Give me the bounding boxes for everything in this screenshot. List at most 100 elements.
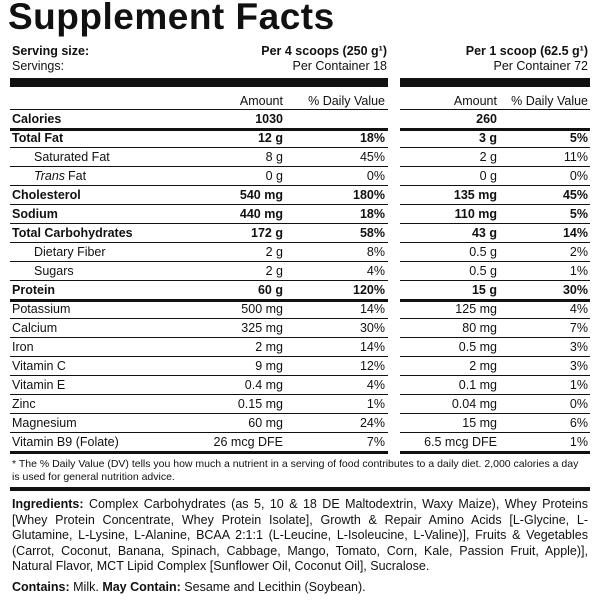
rule-thick: [10, 128, 388, 131]
row-label: Sodium: [12, 207, 58, 221]
daily-value: 5%: [569, 131, 588, 145]
amount: 12 g: [257, 131, 283, 145]
ingredients: Ingredients: Complex Carbohydrates (as 5…: [12, 497, 588, 575]
container-col-1: Per Container 18: [292, 59, 387, 73]
daily-value: 5%: [569, 207, 588, 221]
rule: [400, 109, 590, 110]
rule-thick: [10, 78, 388, 87]
amount-header: Amount: [239, 94, 283, 108]
daily-value: 14%: [359, 302, 385, 316]
row-label: Magnesium: [12, 416, 77, 430]
daily-value: 14%: [562, 226, 588, 240]
amount: 15 g: [471, 283, 497, 297]
row-label-text: Magnesium: [12, 416, 77, 430]
daily-value: 0%: [366, 169, 385, 183]
daily-value: 18%: [359, 207, 385, 221]
dv-header: % Daily Value: [511, 94, 588, 108]
row-label-italic: Trans: [34, 169, 66, 183]
rule: [10, 356, 388, 357]
rule: [10, 318, 388, 319]
amount: 43 g: [471, 226, 497, 240]
rule: [400, 204, 590, 205]
rule: [10, 166, 388, 167]
amount: 26 mcg DFE: [213, 435, 283, 449]
serving-size-label: Serving size:: [12, 44, 90, 58]
daily-value: 14%: [359, 340, 385, 354]
rule: [400, 147, 590, 148]
amount: 2 mg: [255, 340, 283, 354]
row-label-text: Cholesterol: [12, 188, 81, 202]
row-label: Vitamin C: [12, 359, 66, 373]
row-label-text: Vitamin C: [12, 359, 66, 373]
contains-text: Milk.: [73, 580, 99, 594]
rule-thick: [10, 299, 388, 302]
daily-value: 4%: [366, 378, 385, 392]
row-label-text: Sugars: [34, 264, 74, 278]
daily-value: 11%: [563, 150, 588, 164]
rule-thick: [400, 299, 590, 302]
daily-value: 6%: [569, 416, 588, 430]
amount: 125 mg: [455, 302, 497, 316]
daily-value: 0%: [569, 169, 588, 183]
row-label: Total Fat: [12, 131, 63, 145]
row-label: Trans Fat: [34, 169, 86, 183]
rule-thick: [10, 487, 590, 491]
row-label: Vitamin B9 (Folate): [12, 435, 119, 449]
ingredients-text: Complex Carbohydrates (as 5, 10 & 18 DE …: [12, 497, 588, 573]
amount: 2 g: [265, 245, 283, 259]
row-label: Vitamin E: [12, 378, 65, 392]
amount: 0 g: [479, 169, 497, 183]
amount: 2 g: [265, 264, 283, 278]
rule: [400, 375, 590, 376]
row-label: Potassium: [12, 302, 70, 316]
rule: [400, 413, 590, 414]
row-label-text: Sodium: [12, 207, 58, 221]
row-label-text: Total Fat: [12, 131, 64, 145]
row-label-text: Dietary Fiber: [34, 245, 106, 259]
amount: 8 g: [265, 150, 283, 164]
servings-label: Servings:: [12, 59, 65, 73]
ingredients-label: Ingredients:: [12, 497, 84, 511]
rule: [10, 337, 388, 338]
amount: 110 mg: [454, 207, 497, 221]
amount: 0.5 mg: [458, 340, 497, 354]
rule: [400, 242, 590, 243]
row-label: Calcium: [12, 321, 57, 335]
rule: [400, 337, 590, 338]
row-label-text: Vitamin E: [12, 378, 66, 392]
serving-col-1: Per 4 scoops (250 g¹): [261, 44, 387, 58]
row-label-text: Calories: [12, 112, 62, 126]
rule: [10, 432, 388, 433]
daily-value: 0%: [569, 397, 588, 411]
rule: [10, 413, 388, 414]
rule: [400, 261, 590, 262]
row-label: Dietary Fiber: [34, 245, 106, 259]
rule: [10, 109, 388, 110]
amount: 260: [476, 112, 497, 126]
rule-thick: [10, 451, 388, 454]
daily-value: 8%: [366, 245, 385, 259]
amount: 0 g: [265, 169, 283, 183]
daily-value: 4%: [366, 264, 385, 278]
amount: 6.5 mcg DFE: [424, 435, 497, 449]
daily-value: 58%: [359, 226, 385, 240]
rule-thick: [400, 451, 590, 454]
row-label-text: Potassium: [12, 302, 71, 316]
amount: 3 g: [478, 131, 497, 145]
row-label: Total Carbohydrates: [12, 226, 133, 240]
daily-value: 2%: [569, 245, 588, 259]
row-label: Calories: [12, 112, 61, 126]
amount: 325 mg: [241, 321, 283, 335]
daily-value: 30%: [359, 321, 385, 335]
rule: [400, 318, 590, 319]
daily-value: 24%: [359, 416, 385, 430]
rule: [10, 204, 388, 205]
daily-value: 120%: [353, 283, 385, 297]
rule: [400, 223, 590, 224]
may-contain-text: Sesame and Lecithin (Soybean).: [184, 580, 366, 594]
rule: [10, 394, 388, 395]
contains: Contains: Milk. May Contain: Sesame and …: [12, 580, 366, 594]
row-label: Protein: [12, 283, 55, 297]
footnote: * The % Daily Value (DV) tells you how m…: [12, 458, 579, 483]
